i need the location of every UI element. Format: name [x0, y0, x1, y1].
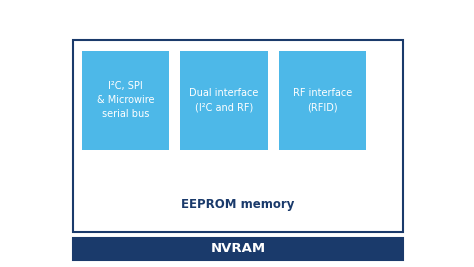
FancyBboxPatch shape — [73, 40, 403, 232]
FancyBboxPatch shape — [279, 51, 366, 150]
FancyBboxPatch shape — [180, 51, 268, 150]
Text: NVRAM: NVRAM — [210, 242, 265, 255]
Text: I²C, SPI
& Microwire
serial bus: I²C, SPI & Microwire serial bus — [97, 81, 154, 119]
Text: RF interface
(RFID): RF interface (RFID) — [293, 88, 352, 112]
Text: Dual interface
(I²C and RF): Dual interface (I²C and RF) — [189, 88, 259, 112]
Text: EEPROM memory: EEPROM memory — [181, 198, 295, 211]
FancyBboxPatch shape — [73, 238, 403, 260]
FancyBboxPatch shape — [82, 51, 169, 150]
